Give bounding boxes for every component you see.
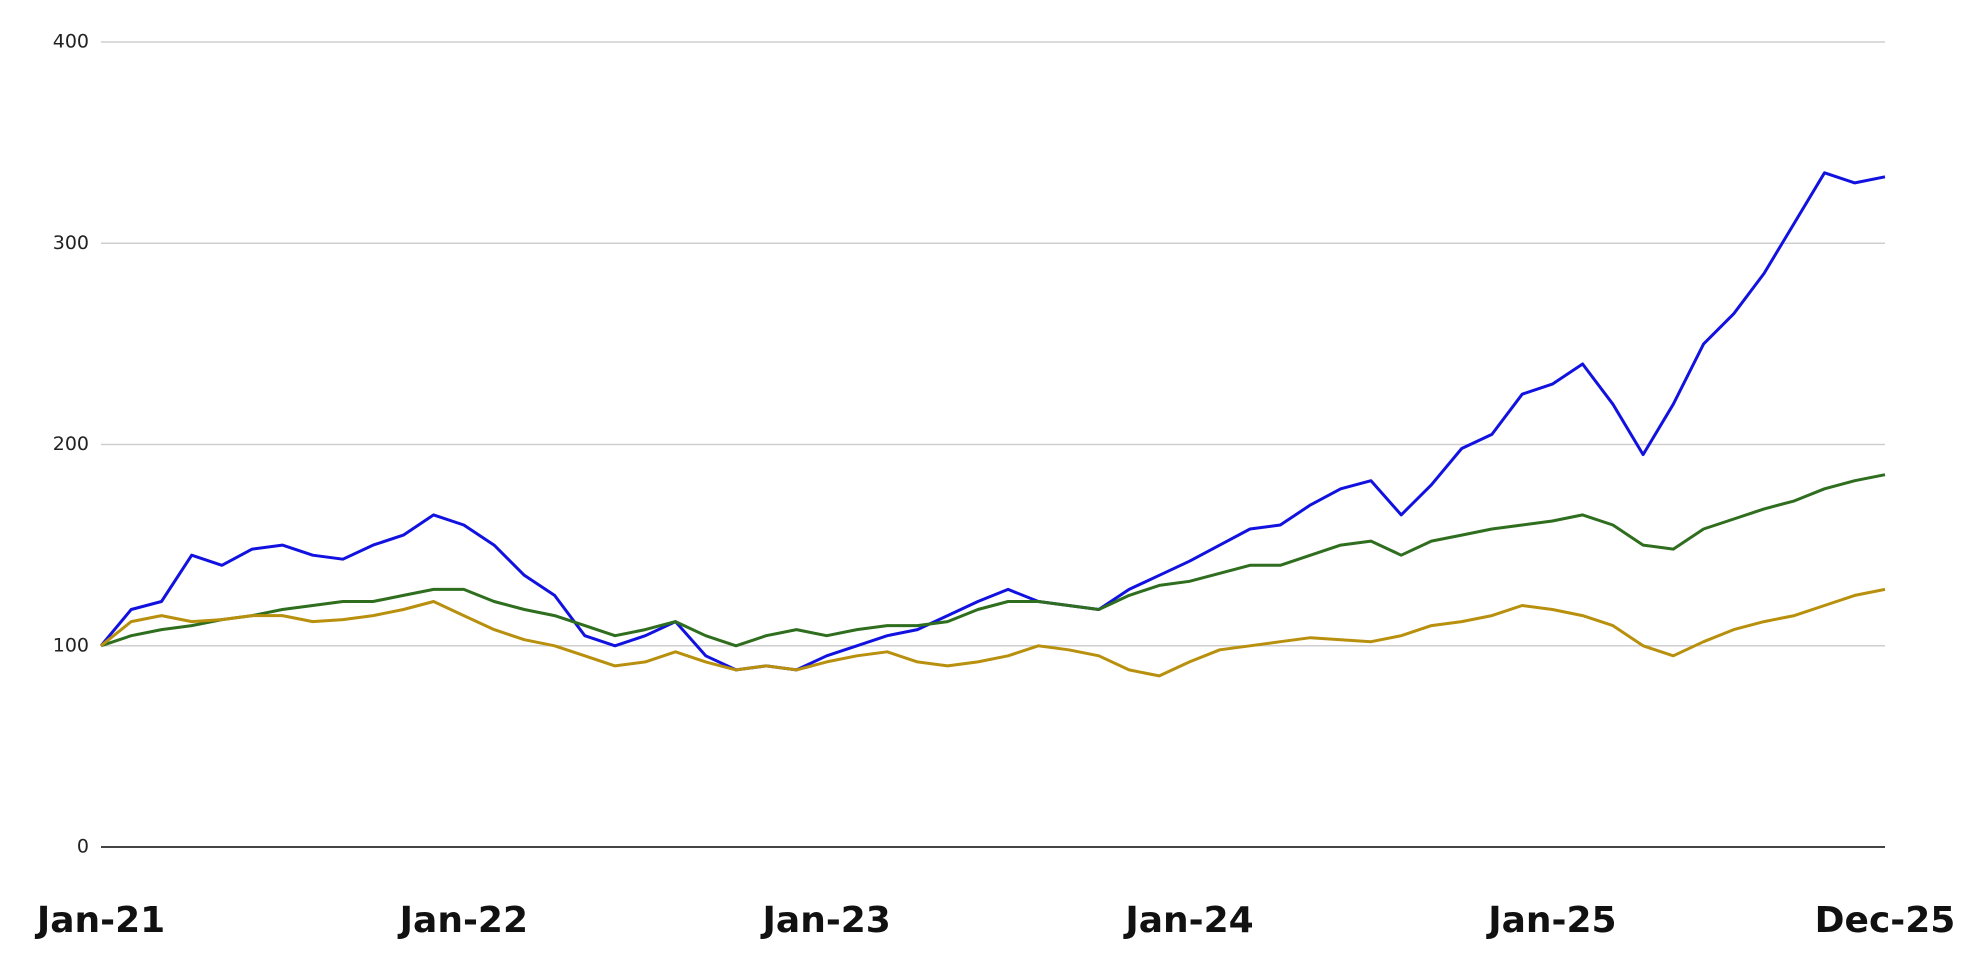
series-line bbox=[99, 171, 1886, 672]
x-tick-label: Jan-25 bbox=[1485, 900, 1616, 941]
x-tick-label: Jan-24 bbox=[1122, 900, 1253, 941]
series-line bbox=[100, 587, 1886, 678]
y-tick-label: 400 bbox=[53, 31, 89, 53]
x-tick-label: Dec-25 bbox=[1815, 900, 1956, 941]
y-tick-label: 300 bbox=[53, 232, 89, 254]
x-tick-label: Jan-21 bbox=[34, 900, 165, 941]
y-tick-label: 100 bbox=[53, 634, 89, 656]
x-tick-label: Jan-22 bbox=[397, 900, 528, 941]
series-line bbox=[100, 473, 1886, 648]
x-tick-label: Jan-23 bbox=[760, 900, 891, 941]
y-tick-label: 0 bbox=[77, 836, 89, 858]
y-tick-label: 200 bbox=[53, 433, 89, 455]
